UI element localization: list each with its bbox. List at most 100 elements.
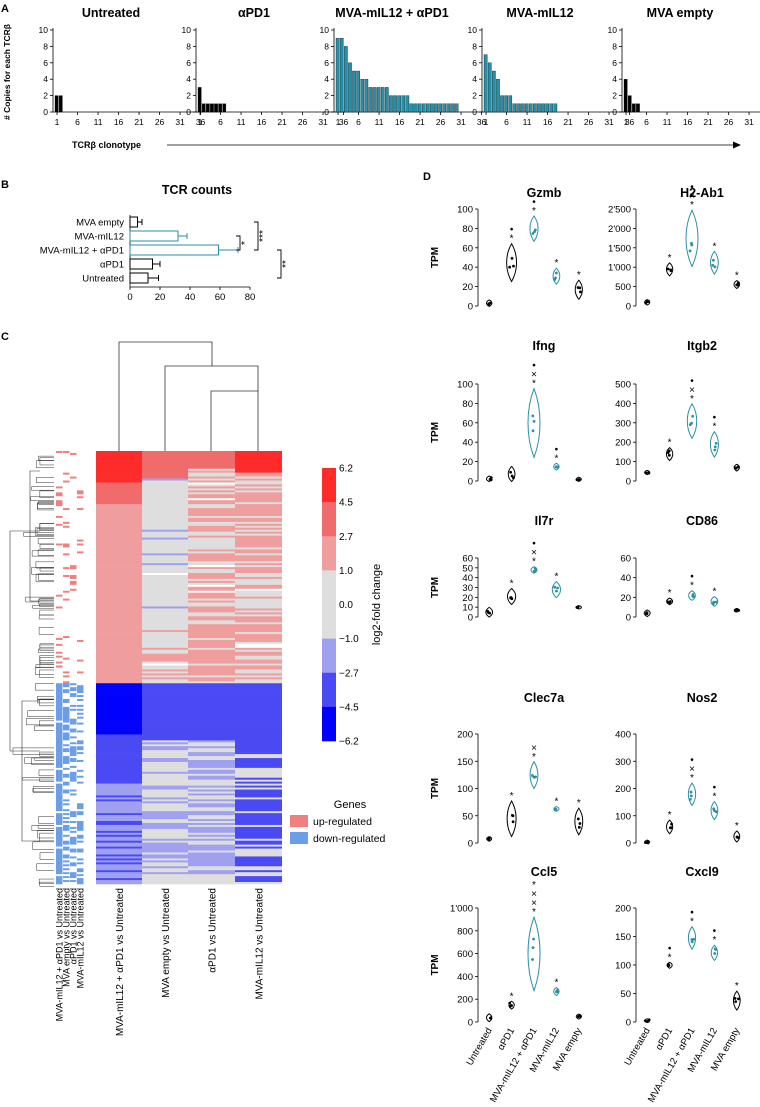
panel-c-annotation-cell [77, 598, 84, 601]
panel-c-annotation-cell [70, 571, 77, 574]
panel-c-heatmap-cell [142, 478, 188, 481]
panel-c-heatmap-cell [235, 740, 282, 743]
panel-c-heatmap-cell [142, 822, 188, 826]
panel-c-annotation-cell [77, 628, 84, 631]
panel-c-heatmap-cell [96, 641, 142, 645]
panel-c-annotation-cell [77, 874, 84, 877]
panel-c-annotation-cell [56, 673, 63, 676]
panel-c-heatmap-cell [96, 492, 142, 495]
panel-c-row-dendrogram-branch [39, 567, 54, 572]
panel-a-x-tick-label: 11 [237, 117, 246, 127]
panel-c-heatmap-cell [188, 834, 235, 838]
panel-c-annotation-cell [56, 555, 63, 558]
panel-c-heatmap-cell [96, 462, 142, 466]
panel-c-heatmap-cell [188, 832, 235, 836]
panel-c-annotation-cell [56, 718, 63, 721]
panel-d-significance-mark: * [712, 587, 716, 598]
panel-d-point [531, 414, 535, 418]
panel-c-annotation-cell [63, 574, 70, 578]
panel-c-annotation-cell [63, 746, 70, 749]
panel-c-heatmap-cell [188, 543, 235, 546]
panel-c-annotation-cell [77, 724, 84, 727]
panel-c-heatmap-cell [96, 527, 142, 531]
panel-c-annotation-cell [77, 695, 84, 698]
panel-c-heatmap-cell [142, 760, 188, 763]
panel-c-annotation-cell [70, 606, 77, 609]
panel-c-heatmap-cell [235, 720, 282, 723]
panel-c-annotation-cell [77, 645, 84, 649]
panel-c-heatmap-cell [142, 620, 188, 623]
panel-c-annotation-cell [56, 817, 63, 820]
panel-c-heatmap-cell [96, 460, 142, 464]
panel-c-annotation-cell [63, 460, 70, 464]
panel-c-column-label: MVA-mIL12 vs Untreated [255, 888, 266, 1000]
panel-c-heatmap-cell [235, 504, 282, 507]
panel-c-heatmap-cell [142, 460, 188, 464]
panel-c-colorbar-tick: −1.0 [339, 634, 359, 645]
panel-c-annotation-cell [70, 533, 77, 536]
panel-c-annotation-cell [63, 826, 70, 830]
panel-c-annotation-cell [56, 624, 63, 627]
panel-c-colorbar-segment [322, 672, 336, 708]
panel-c-annotation-cell [70, 502, 77, 505]
panel-c-heatmap-cell [235, 641, 282, 645]
panel-c-heatmap-cell [188, 817, 235, 820]
panel-c-heatmap-cell [188, 748, 235, 751]
panel-c-annotation-cell [63, 700, 70, 704]
panel-d-y-tick-label: 20 [620, 593, 631, 604]
panel-c-colorbar-tick: 2.7 [339, 532, 353, 543]
panel-d-significance-mark: • [532, 197, 536, 208]
panel-c-colorbar-label: log2-fold change [371, 564, 383, 645]
panel-c-annotation-cell [56, 878, 63, 881]
panel-c-annotation-cell [77, 693, 84, 696]
panel-c-annotation-cell [70, 634, 77, 637]
panel-c-heatmap-cell [188, 480, 235, 483]
panel-c-annotation-cell [70, 651, 77, 655]
panel-c-annotation-cell [77, 519, 84, 523]
panel-a-x-tick-label: 1 [55, 117, 60, 127]
panel-d-title-il7r: Il7r [535, 514, 554, 528]
panel-c-annotation-cell [56, 736, 63, 739]
panel-c-heatmap-cell [188, 824, 235, 828]
panel-c-heatmap-cell [142, 826, 188, 830]
panel-c-heatmap-cell [96, 639, 142, 643]
panel-a-x-tick-label: 1 [336, 117, 341, 127]
panel-c-annotation-cell [77, 758, 84, 761]
panel-c-annotation-cell [63, 602, 70, 605]
panel-d-significance-mark: * [735, 821, 739, 832]
panel-c-heatmap-cell [96, 697, 142, 700]
panel-c-row-dendrogram-branch [38, 627, 54, 635]
panel-c-heatmap-cell [142, 791, 188, 794]
panel-d-y-tick-label: 1'500 [608, 243, 631, 254]
panel-c-annotation-cell [77, 882, 84, 885]
panel-d-point [509, 596, 513, 599]
panel-c-row-dendrogram-branch [38, 878, 54, 884]
panel-d-significance-mark: * [510, 234, 514, 245]
panel-c-heatmap-cell [188, 813, 235, 816]
panel-c-annotation-cell [77, 454, 84, 458]
panel-c-annotation-cell [56, 811, 63, 814]
panel-c-heatmap-cell [96, 494, 142, 497]
panel-c-annotation-cell [56, 537, 63, 540]
panel-c-heatmap-cell [142, 527, 188, 531]
panel-c-annotation-cell [77, 850, 84, 853]
panel-a-y-tick-label: 4 [186, 74, 191, 84]
panel-c-heatmap-cell [188, 515, 235, 519]
panel-d-violin [486, 299, 493, 308]
panel-c-heatmap-cell [96, 787, 142, 790]
panel-c-heatmap-cell [96, 722, 142, 725]
panel-c-annotation-cell [63, 830, 70, 834]
panel-c-heatmap-cell [96, 580, 142, 584]
panel-c-heatmap-cell [235, 616, 282, 619]
panel-d-y-tick-label: 20 [462, 282, 473, 293]
panel-c-annotation-cell [56, 600, 63, 603]
panel-c-annotation-cell [70, 486, 77, 489]
panel-c-annotation-cell [63, 637, 70, 641]
panel-d-point [531, 946, 535, 949]
panel-c-heatmap-cell [142, 860, 188, 863]
panel-c-heatmap-cell [96, 456, 142, 460]
panel-c-heatmap-cell [188, 763, 235, 767]
panel-a-x-tick-label: 26 [584, 117, 594, 127]
panel-c-heatmap-cell [96, 476, 142, 479]
